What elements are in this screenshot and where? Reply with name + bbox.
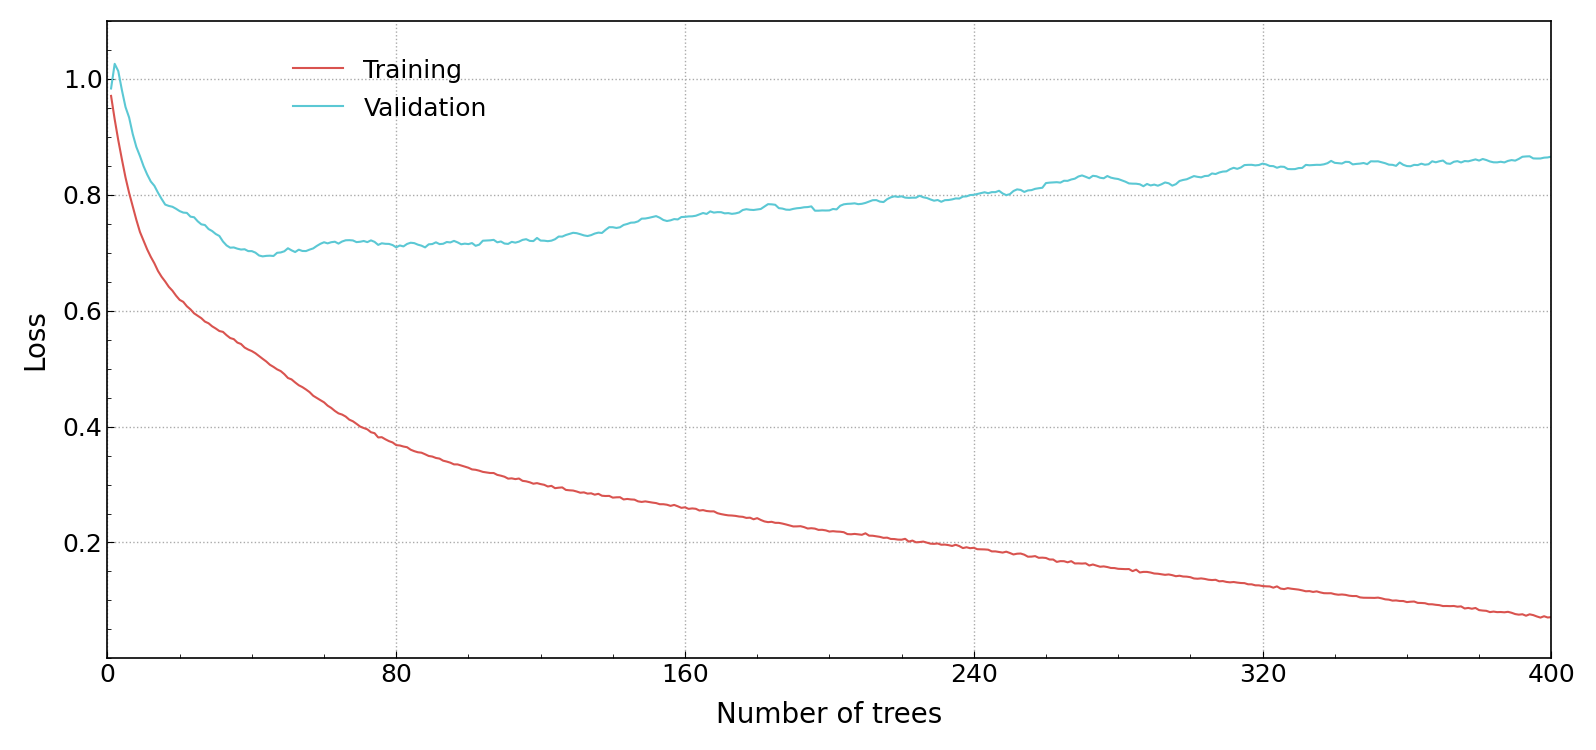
Validation [578, 232, 597, 241]
Training [1531, 613, 1550, 622]
Training [571, 488, 591, 497]
Training [102, 92, 121, 100]
Line: Validation: Validation [112, 64, 1551, 256]
Training [275, 370, 294, 379]
Training [1542, 613, 1561, 622]
Validation [282, 246, 302, 255]
Validation [254, 252, 273, 261]
Y-axis label: Loss: Loss [21, 309, 49, 370]
Validation [105, 59, 124, 68]
Line: Training: Training [112, 96, 1551, 617]
X-axis label: Number of trees: Number of trees [717, 701, 943, 729]
Training [1141, 568, 1160, 577]
Training [1007, 549, 1026, 558]
Validation [1542, 152, 1561, 161]
Validation [1015, 188, 1034, 196]
Validation [678, 212, 697, 221]
Training [672, 503, 691, 512]
Training [1148, 569, 1167, 578]
Validation [1148, 182, 1167, 190]
Legend: Training, Validation: Training, Validation [281, 46, 500, 133]
Validation [1156, 178, 1175, 187]
Validation [102, 84, 121, 93]
